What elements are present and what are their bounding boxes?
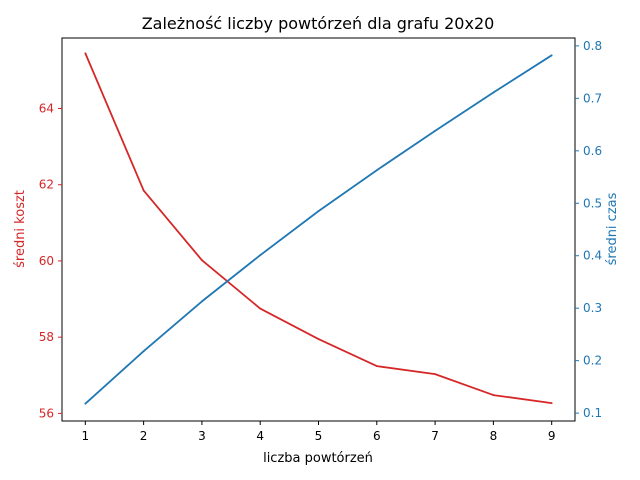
x-tick-label: 7 (431, 429, 439, 443)
y-right-tick-label: 0.4 (583, 249, 602, 263)
series-point-left (434, 373, 436, 376)
y-right-tick-label: 0.5 (583, 196, 602, 210)
series-point-left (84, 52, 87, 55)
series-point-right (317, 210, 320, 213)
series-point-right (84, 402, 87, 405)
series-point-left (142, 189, 145, 192)
series-point-right (434, 129, 436, 132)
y-right-tick-label: 0.7 (583, 91, 602, 105)
x-tick-label: 4 (256, 429, 264, 443)
series-point-left (317, 338, 320, 340)
y-left-tick-label: 58 (39, 330, 54, 344)
series-point-left (375, 365, 378, 368)
plot-frame (61, 37, 576, 422)
x-tick-label: 6 (373, 429, 381, 443)
y-right-tick-label: 0.8 (583, 39, 602, 53)
series-point-right (259, 254, 262, 257)
y-left-tick-label: 64 (39, 102, 54, 116)
x-tick-label: 5 (315, 429, 323, 443)
plot-area: 1 2 3 4 5 6 7 8 956586062640.10.20.30.40.50.60.7… (39, 37, 602, 443)
y-right-tick-label: 0.3 (583, 301, 602, 315)
series-point-left (550, 402, 553, 404)
y-axis-left-label: średni koszt (13, 190, 28, 268)
x-axis-label: liczba powtórzeń (263, 451, 373, 466)
x-tick-label: 8 (490, 429, 498, 443)
y-left-tick-label: 60 (39, 254, 54, 268)
series-point-left (259, 307, 262, 310)
y-right-tick-label: 0.6 (583, 144, 602, 158)
y-axis-right-label: średni czas (605, 192, 620, 265)
series-point-right (375, 169, 378, 172)
x-tick-label: 1 (81, 429, 89, 443)
series-point-left (492, 394, 495, 396)
series-point-right (492, 91, 495, 94)
y-right-tick-label: 0.2 (583, 354, 602, 368)
series-line-left (84, 52, 552, 404)
series-point-right (550, 54, 553, 57)
series-line-right (84, 54, 553, 405)
y-right-tick-label: 0.1 (583, 406, 602, 420)
y-left-tick-label: 62 (39, 178, 54, 192)
series-point-right (201, 300, 203, 303)
series-point-right (142, 350, 145, 353)
y-left-tick-label: 56 (39, 406, 54, 420)
chart-title: Zależność liczby powtórzeń dla grafu 20x… (142, 14, 495, 33)
x-tick-label: 2 (140, 429, 148, 443)
x-tick-label: 9 (548, 429, 556, 443)
x-tick-label: 3 (198, 429, 206, 443)
series-point-left (201, 259, 203, 262)
